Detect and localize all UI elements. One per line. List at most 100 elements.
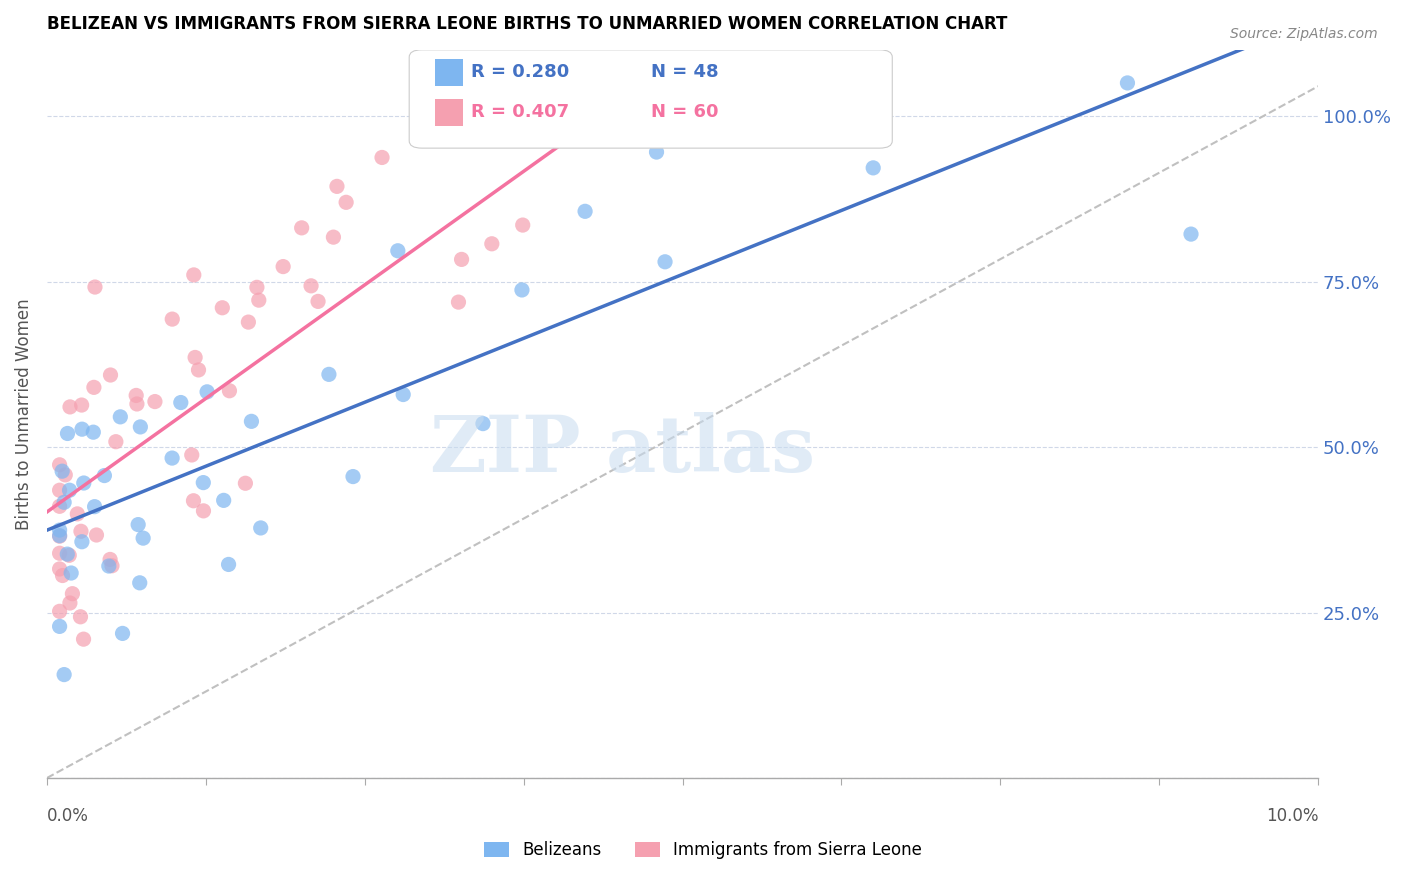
Text: N = 60: N = 60 bbox=[651, 103, 718, 120]
Point bbox=[125, 397, 148, 411]
Point bbox=[212, 493, 235, 508]
Point bbox=[187, 363, 209, 377]
Point bbox=[48, 528, 70, 542]
Text: 0.0%: 0.0% bbox=[46, 807, 89, 825]
Bar bbox=[434, 59, 463, 87]
Point bbox=[307, 294, 329, 309]
Point bbox=[718, 76, 741, 90]
Point bbox=[510, 283, 533, 297]
Point bbox=[48, 604, 70, 618]
Point bbox=[60, 587, 83, 601]
Point bbox=[84, 280, 107, 294]
Point bbox=[183, 493, 205, 508]
Point bbox=[86, 528, 108, 542]
Point bbox=[392, 387, 415, 401]
Point bbox=[184, 351, 207, 365]
Point bbox=[247, 293, 270, 307]
Point bbox=[271, 260, 294, 274]
Point bbox=[48, 619, 70, 633]
Point bbox=[70, 398, 93, 412]
Point bbox=[48, 483, 70, 498]
Point bbox=[322, 230, 344, 244]
Point bbox=[387, 244, 409, 258]
Point bbox=[48, 529, 70, 543]
Text: Source: ZipAtlas.com: Source: ZipAtlas.com bbox=[1230, 27, 1378, 41]
FancyBboxPatch shape bbox=[409, 50, 893, 148]
Point bbox=[671, 76, 693, 90]
Point bbox=[127, 517, 149, 532]
Point bbox=[326, 179, 349, 194]
Point bbox=[183, 268, 205, 282]
Point bbox=[240, 414, 263, 428]
Point bbox=[82, 425, 104, 440]
Legend: Belizeans, Immigrants from Sierra Leone: Belizeans, Immigrants from Sierra Leone bbox=[477, 835, 929, 866]
Point bbox=[180, 448, 202, 462]
Text: R = 0.407: R = 0.407 bbox=[471, 103, 569, 120]
Point bbox=[97, 559, 120, 574]
Point bbox=[72, 632, 94, 647]
Point bbox=[249, 521, 271, 535]
Point bbox=[342, 469, 364, 483]
Point bbox=[129, 420, 152, 434]
Point bbox=[48, 562, 70, 576]
Point bbox=[211, 301, 233, 315]
Point bbox=[48, 523, 70, 537]
Point bbox=[66, 507, 89, 521]
Point bbox=[51, 464, 73, 478]
Point bbox=[73, 476, 96, 491]
Point bbox=[246, 280, 269, 294]
Point bbox=[83, 500, 105, 514]
Point bbox=[318, 368, 340, 382]
Point bbox=[101, 558, 124, 573]
Point bbox=[53, 467, 76, 482]
Point bbox=[645, 145, 668, 159]
Point bbox=[654, 254, 676, 268]
Point bbox=[235, 476, 257, 491]
Point bbox=[111, 626, 134, 640]
Point bbox=[160, 451, 183, 466]
Text: BELIZEAN VS IMMIGRANTS FROM SIERRA LEONE BIRTHS TO UNMARRIED WOMEN CORRELATION C: BELIZEAN VS IMMIGRANTS FROM SIERRA LEONE… bbox=[46, 15, 1007, 33]
Point bbox=[83, 380, 105, 394]
Point bbox=[53, 495, 76, 509]
Point bbox=[56, 426, 79, 441]
Y-axis label: Births to Unmarried Women: Births to Unmarried Women bbox=[15, 298, 32, 530]
Text: atlas: atlas bbox=[606, 412, 817, 488]
Point bbox=[238, 315, 260, 329]
Point bbox=[481, 236, 503, 251]
Point bbox=[682, 76, 704, 90]
Point bbox=[574, 204, 596, 219]
Point bbox=[100, 368, 122, 382]
Point bbox=[512, 218, 534, 232]
Point bbox=[59, 400, 82, 414]
Point bbox=[218, 558, 240, 572]
Text: 10.0%: 10.0% bbox=[1265, 807, 1319, 825]
Point bbox=[56, 547, 79, 561]
Point bbox=[48, 546, 70, 560]
Point bbox=[143, 394, 166, 409]
Point bbox=[713, 76, 735, 90]
Point bbox=[98, 552, 121, 566]
Point bbox=[162, 312, 184, 326]
Point bbox=[70, 524, 93, 539]
Point bbox=[60, 566, 83, 580]
Text: R = 0.280: R = 0.280 bbox=[471, 62, 569, 80]
Point bbox=[218, 384, 240, 398]
Point bbox=[471, 417, 494, 431]
Point bbox=[447, 295, 470, 310]
Point bbox=[48, 458, 70, 472]
Point bbox=[291, 220, 314, 235]
Point bbox=[104, 434, 127, 449]
Point bbox=[371, 151, 394, 165]
Point bbox=[195, 384, 218, 399]
Point bbox=[193, 475, 215, 490]
Point bbox=[125, 388, 148, 402]
Point bbox=[70, 534, 93, 549]
Point bbox=[450, 252, 472, 267]
Point bbox=[70, 422, 93, 436]
Point bbox=[132, 531, 155, 545]
Text: N = 48: N = 48 bbox=[651, 62, 718, 80]
Point bbox=[862, 161, 884, 175]
Point bbox=[59, 596, 82, 610]
Point bbox=[128, 575, 150, 590]
Point bbox=[1116, 76, 1139, 90]
